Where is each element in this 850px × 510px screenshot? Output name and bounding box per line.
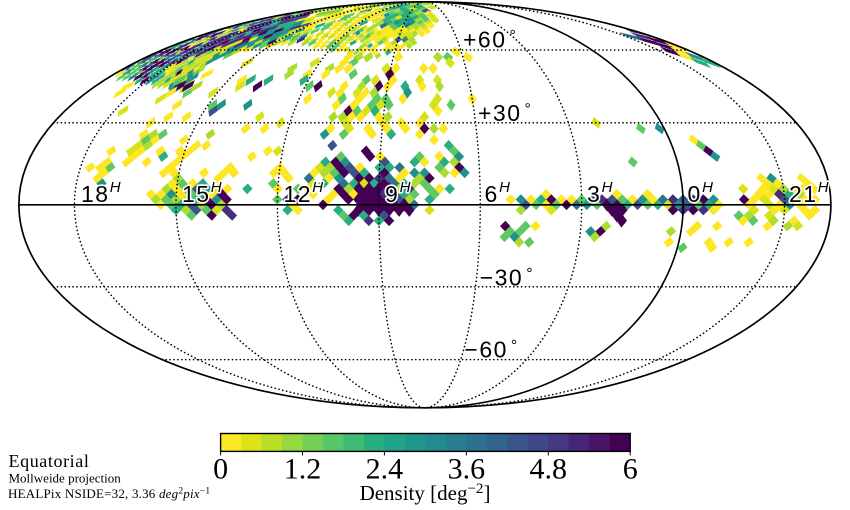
svg-text:9: 9 [385, 181, 399, 207]
svg-text:0: 0 [213, 453, 228, 486]
svg-text:2.4: 2.4 [366, 453, 404, 486]
svg-text:4.8: 4.8 [530, 453, 568, 486]
svg-text:3.6: 3.6 [448, 453, 486, 486]
svg-text:H: H [312, 179, 323, 196]
svg-text:6: 6 [623, 453, 638, 486]
svg-text:H: H [110, 179, 121, 196]
svg-text:H: H [400, 179, 411, 196]
svg-text:3: 3 [587, 181, 601, 207]
svg-text:H: H [211, 179, 222, 196]
svg-text:Mollweide projection: Mollweide projection [9, 471, 122, 486]
svg-text:Equatorial: Equatorial [9, 451, 90, 471]
svg-text:18: 18 [81, 181, 110, 207]
svg-text:21: 21 [789, 181, 818, 207]
svg-text:H: H [499, 179, 510, 196]
svg-text:0: 0 [688, 181, 702, 207]
svg-text:H: H [702, 179, 713, 196]
svg-text:HEALPix NSIDE=32, 3.36 deg2pix: HEALPix NSIDE=32, 3.36 deg2pix−1 [8, 486, 210, 501]
svg-text:H: H [818, 179, 829, 196]
svg-text:H: H [602, 179, 613, 196]
svg-text:1.2: 1.2 [284, 453, 322, 486]
svg-text:6: 6 [485, 181, 499, 207]
svg-text:12: 12 [284, 181, 313, 207]
svg-text:15: 15 [182, 181, 211, 207]
